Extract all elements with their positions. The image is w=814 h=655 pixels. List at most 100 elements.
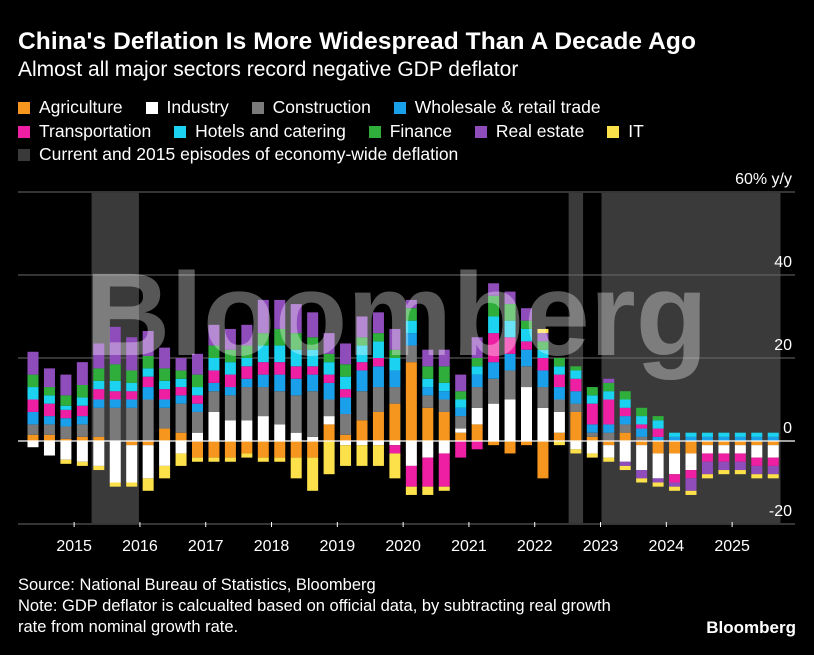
bar-segment-industry [586, 441, 598, 454]
bar-segment-real-estate [389, 328, 401, 350]
bar-segment-agriculture [455, 432, 467, 441]
y-axis-unit-label: 60% y/y [735, 171, 792, 188]
bar-segment-real-estate [619, 461, 631, 466]
bar-segment-wholesale-retail-trade [356, 370, 368, 392]
bar-segment-real-estate [521, 308, 532, 321]
bar-segment-hotels-and-catering [43, 395, 55, 404]
bar-segment-real-estate [669, 482, 681, 487]
bar-segment-transportation [636, 424, 648, 429]
bar-segment-real-estate [208, 324, 220, 346]
x-tick-label: 2015 [56, 538, 92, 555]
bar-segment-construction [619, 424, 631, 433]
bar-segment-transportation [159, 389, 171, 400]
bar-segment-hotels-and-catering [685, 432, 697, 437]
bar-segment-construction [553, 399, 565, 412]
bar-segment-real-estate [175, 358, 187, 371]
bar-segment-construction [521, 366, 532, 388]
bar-segment-wholesale-retail-trade [438, 391, 450, 400]
bar-segment-real-estate [603, 378, 615, 383]
x-axis-ticks: 2015 2016 2017 2018 2019 2020 2021 2022 2023 2024… [56, 522, 750, 555]
bar-segment-hotels-and-catering [208, 358, 220, 371]
bar-segment-agriculture [751, 441, 763, 446]
bar-segment-agriculture [718, 441, 730, 446]
bar-segment-transportation [718, 453, 730, 462]
bar-segment-real-estate [340, 343, 352, 365]
bar-segment-it [76, 461, 88, 466]
bar-segment-it [93, 465, 105, 471]
bar-segment-it [372, 445, 384, 466]
bar-segment-industry [734, 445, 746, 454]
bar-segment-industry [241, 420, 253, 441]
bar-segment-hotels-and-catering [389, 358, 401, 371]
bar-segment-agriculture [290, 441, 302, 458]
bar-segment-transportation [372, 358, 384, 367]
bar-segment-finance [27, 374, 39, 388]
bar-segment-wholesale-retail-trade [274, 374, 286, 392]
bar-segment-real-estate [488, 283, 500, 296]
bar-segment-industry [405, 441, 417, 466]
bar-segment-construction [76, 424, 88, 437]
bar-segment-transportation [274, 362, 286, 375]
bar-segment-wholesale-retail-trade [751, 436, 763, 441]
bar-segment-hotels-and-catering [603, 391, 615, 400]
bar-segment-construction [570, 403, 582, 412]
bar-segment-real-estate [93, 343, 105, 369]
bar-segment-industry [471, 407, 483, 425]
legend-item-wholesale: Wholesale & retail trade [393, 97, 601, 118]
bar-segment-real-estate [290, 304, 302, 334]
bar-segment-it [422, 486, 434, 495]
bar-segment-wholesale-retail-trade [455, 407, 467, 417]
bar-segment-it [553, 441, 565, 446]
bar-segment-construction [224, 395, 236, 421]
bar-segment-wholesale-retail-trade [307, 374, 319, 392]
bar-segment-industry [274, 424, 286, 441]
bar-segment-real-estate [438, 349, 450, 367]
bar-segment-wholesale-retail-trade [488, 362, 500, 379]
bar-segment-industry [60, 441, 72, 460]
bar-segment-agriculture [208, 441, 220, 458]
legend-item-real-estate: Real estate [474, 121, 584, 142]
bar-segment-agriculture [372, 411, 384, 441]
bar-segment-hotels-and-catering [60, 405, 72, 410]
bar-segment-finance [323, 353, 335, 363]
bar-segment-finance [307, 337, 319, 350]
bar-segment-real-estate [372, 312, 384, 334]
bar-segment-hotels-and-catering [455, 399, 467, 408]
bar-segment-transportation [27, 399, 39, 412]
bar-segment-real-estate [60, 374, 72, 396]
x-tick-label: 2023 [583, 538, 619, 555]
bar-segment-construction [93, 407, 105, 437]
source-text: Source: National Bureau of Statistics, B… [18, 576, 376, 594]
bar-segment-it [636, 478, 648, 483]
bar-segment-finance [241, 345, 253, 358]
bar-segment-wholesale-retail-trade [570, 391, 582, 404]
bar-segment-finance [76, 384, 88, 398]
bar-segment-construction [372, 387, 384, 412]
bar-segment-hotels-and-catering [224, 362, 236, 375]
bar-segment-finance [537, 341, 549, 350]
bar-segment-agriculture [767, 441, 779, 446]
bar-segment-agriculture [438, 411, 450, 441]
bar-segment-agriculture [340, 434, 352, 441]
bar-segment-agriculture [405, 362, 417, 441]
bar-segment-hotels-and-catering [537, 349, 549, 358]
bar-segment-real-estate [323, 333, 335, 354]
legend-label: Agriculture [39, 97, 123, 117]
legend-swatch [393, 102, 406, 114]
bar-segment-finance [619, 391, 631, 400]
y-axis-ticks: 40 20 0 -20 [769, 254, 792, 520]
bar-segment-wholesale-retail-trade [734, 436, 746, 441]
x-tick-label: 2017 [188, 538, 224, 555]
bar-segment-it [60, 459, 72, 464]
bar-segment-wholesale-retail-trade [27, 411, 39, 425]
bar-segment-hotels-and-catering [290, 349, 302, 367]
bar-segment-finance [274, 328, 286, 346]
bar-segment-it [109, 482, 121, 487]
bar-segment-construction [438, 399, 450, 412]
chart-title: China's Deflation Is More Widespread Tha… [18, 28, 697, 55]
bar-segment-construction [126, 407, 138, 441]
bar-segment-wholesale-retail-trade [652, 436, 664, 441]
bar-segment-wholesale-retail-trade [290, 378, 302, 396]
bar-segment-transportation [323, 374, 335, 383]
bar-segment-it [734, 470, 746, 475]
